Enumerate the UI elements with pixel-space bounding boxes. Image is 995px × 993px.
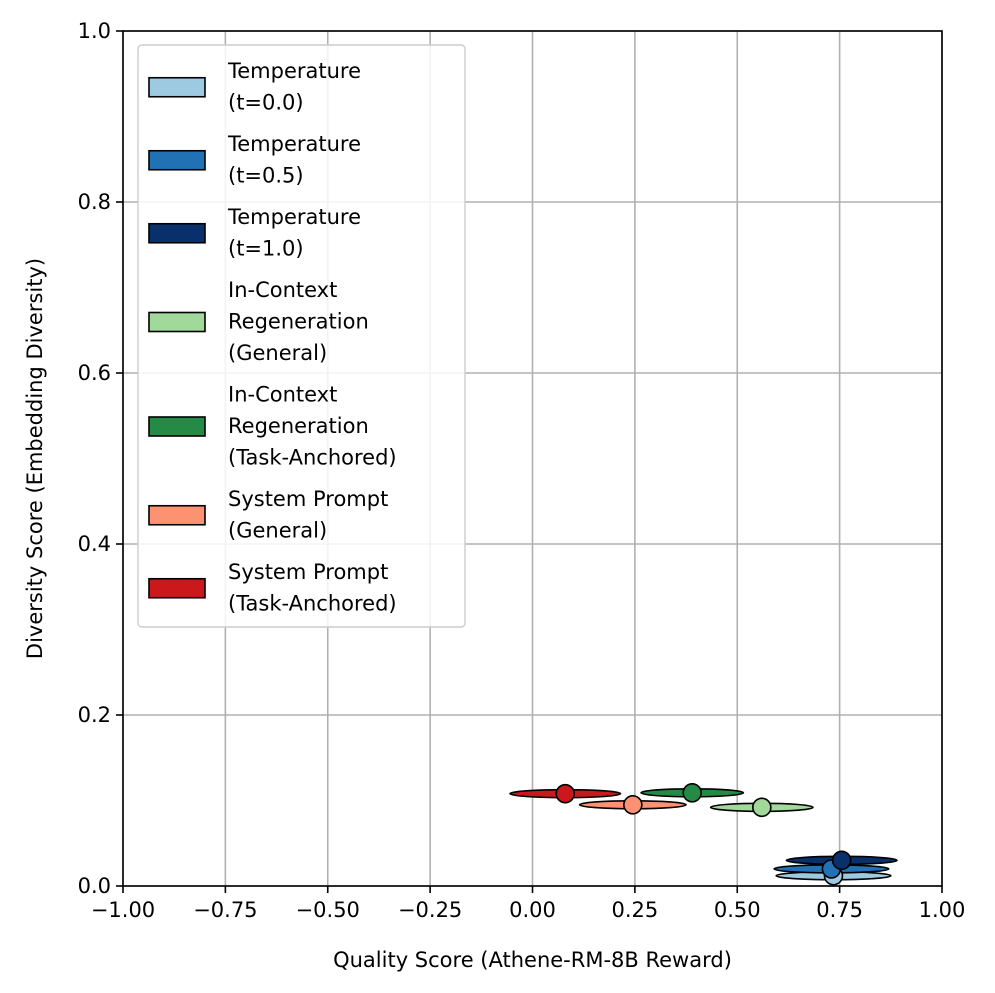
y-tick-label: 1.0 (78, 19, 111, 43)
x-axis-label: Quality Score (Athene-RM-8B Reward) (333, 948, 732, 972)
data-point (682, 783, 703, 803)
x-tick-label: 0.00 (509, 898, 556, 922)
data-point (555, 783, 576, 804)
legend-box (137, 44, 466, 628)
data-marks (509, 783, 898, 886)
x-tick-label: 0.75 (816, 898, 863, 922)
x-tick-label: 1.00 (919, 898, 966, 922)
x-tick-label: −0.50 (296, 898, 360, 922)
data-point (623, 794, 643, 815)
legend-entry-label: Temperature (t=0.0) (227, 59, 361, 115)
y-tick-label: 0.0 (78, 874, 111, 898)
legend-entry-label: Temperature (t=0.5) (227, 132, 361, 188)
legend-entry-label: System Prompt (General) (228, 487, 388, 543)
x-tick-label: −1.00 (91, 898, 155, 922)
legend-swatch (148, 149, 206, 171)
legend-swatch (148, 577, 206, 599)
legend-swatch (148, 222, 206, 244)
legend-swatch (148, 504, 206, 526)
y-axis-label: Diversity Score (Embedding Diversity) (23, 258, 47, 659)
y-tick-label: 0.8 (78, 190, 111, 214)
x-tick-label: −0.25 (398, 898, 462, 922)
data-point (752, 797, 772, 818)
legend-entry-label: Temperature (t=1.0) (227, 205, 361, 261)
legend: Temperature (t=0.0) Temperature (t=0.5) Temp… (137, 44, 466, 628)
y-tick-label: 0.2 (78, 703, 111, 727)
x-tick-label: 0.25 (611, 898, 658, 922)
legend-entry-label: In-Context Regeneration (Task-Anchored) (228, 383, 397, 470)
legend-entry-label: System Prompt (Task-Anchored) (228, 560, 397, 616)
x-tick-label: 0.50 (714, 898, 761, 922)
data-point (831, 850, 852, 871)
legend-swatch (148, 311, 206, 333)
legend-entry-label: In-Context Regeneration (General) (228, 278, 369, 365)
y-tick-label: 0.4 (78, 532, 111, 556)
axis-ticks: −1.00 −0.75 −0.50 −0.25 0.00 0.25 0.50 0.75 1.00… (78, 19, 966, 922)
y-tick-label: 0.6 (78, 361, 111, 385)
x-tick-label: −0.75 (193, 898, 257, 922)
legend-swatch (148, 76, 206, 98)
legend-swatch (148, 416, 206, 437)
